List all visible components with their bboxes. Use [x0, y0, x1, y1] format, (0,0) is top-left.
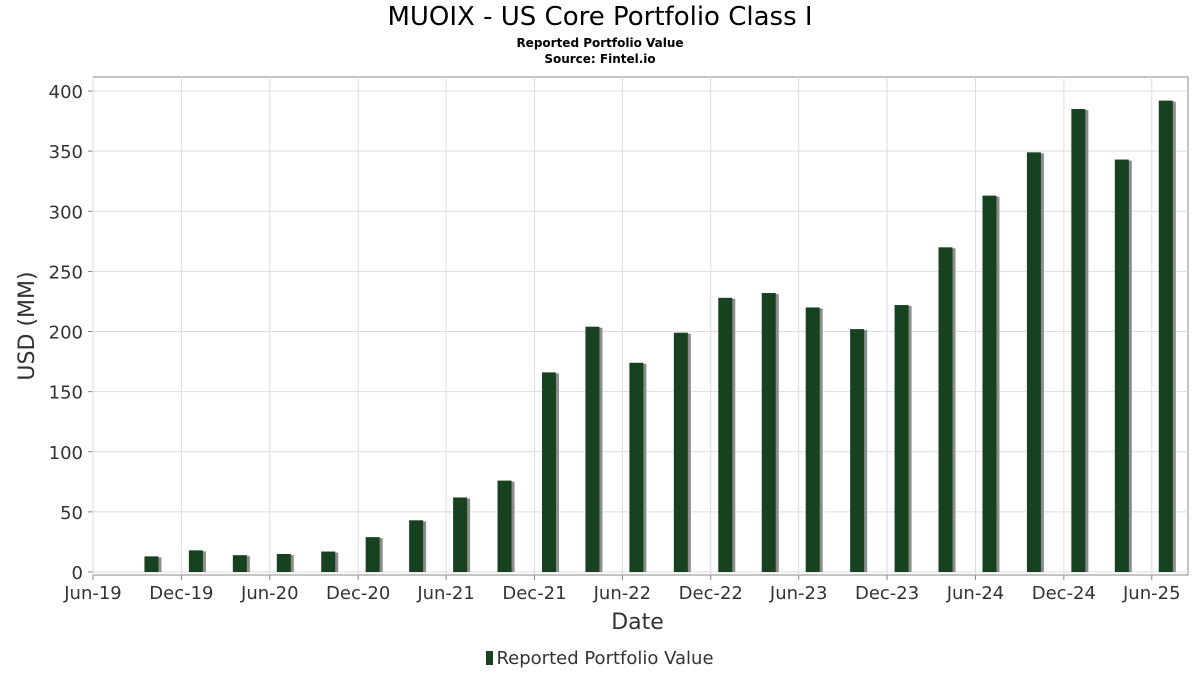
- y-tick-label: 300: [49, 202, 83, 223]
- legend-swatch: [486, 651, 494, 665]
- y-tick-label: 350: [49, 142, 83, 163]
- bar: [718, 297, 733, 572]
- bar: [321, 551, 336, 572]
- chart-subtitle: Reported Portfolio Value: [516, 36, 684, 50]
- bar: [453, 497, 468, 572]
- y-tick-label: 0: [72, 563, 83, 584]
- chart-source: Source: Fintel.io: [544, 52, 656, 66]
- bar: [894, 305, 909, 572]
- bar: [1026, 152, 1041, 572]
- bar: [850, 329, 865, 572]
- bar: [1114, 159, 1129, 573]
- y-tick-label: 250: [49, 262, 83, 283]
- y-axis-label: USD (MM): [15, 271, 40, 380]
- x-tick-label: Dec-19: [149, 583, 213, 604]
- x-tick-label: Jun-22: [593, 583, 652, 604]
- bar: [365, 537, 380, 572]
- bar: [409, 520, 424, 572]
- x-tick-label: Dec-24: [1032, 583, 1096, 604]
- x-axis-label: Date: [611, 610, 664, 635]
- x-tick-label: Jun-23: [769, 583, 828, 604]
- y-tick-label: 100: [49, 443, 83, 464]
- legend-label: Reported Portfolio Value: [496, 648, 714, 669]
- bar: [938, 247, 953, 572]
- bar: [188, 550, 203, 572]
- y-tick-label: 150: [49, 383, 83, 404]
- bar: [585, 326, 600, 572]
- bar: [541, 372, 556, 572]
- x-tick-label: Jun-20: [240, 583, 299, 604]
- bar: [144, 556, 159, 572]
- bar: [673, 332, 688, 572]
- y-tick-label: 400: [49, 82, 83, 103]
- x-tick-label: Dec-23: [855, 583, 919, 604]
- y-tick-label: 50: [60, 503, 83, 524]
- x-tick-label: Jun-21: [416, 583, 475, 604]
- x-tick-label: Dec-22: [679, 583, 743, 604]
- bar: [232, 555, 247, 572]
- bar: [982, 195, 997, 572]
- bar: [1158, 100, 1173, 573]
- x-tick-label: Dec-21: [502, 583, 566, 604]
- legend: Reported Portfolio Value: [0, 648, 1200, 669]
- y-tick-label: 200: [49, 323, 83, 344]
- x-tick-label: Jun-24: [946, 583, 1005, 604]
- x-tick-label: Dec-20: [326, 583, 390, 604]
- x-tick-label: Jun-25: [1122, 583, 1181, 604]
- bar: [497, 480, 512, 572]
- chart-title: MUOIX - US Core Portfolio Class I: [387, 2, 813, 32]
- bar: [629, 362, 644, 572]
- bar: [761, 293, 776, 572]
- x-tick-label: Jun-19: [63, 583, 122, 604]
- bar: [1071, 109, 1086, 572]
- bar: [276, 553, 291, 572]
- bar: [805, 307, 820, 572]
